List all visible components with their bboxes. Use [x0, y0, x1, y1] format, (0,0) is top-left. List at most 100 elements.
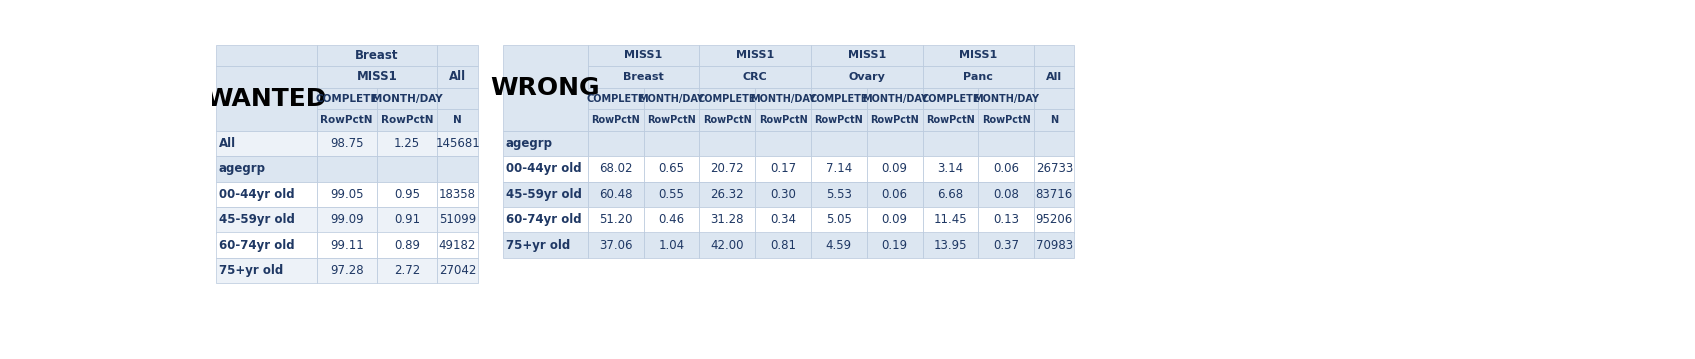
Text: RowPctN: RowPctN	[759, 115, 807, 125]
Bar	[700, 131, 756, 156]
Text: COMPLETE: COMPLETE	[810, 94, 868, 103]
Text: COMPLETE: COMPLETE	[586, 94, 644, 103]
Bar	[644, 233, 700, 258]
Text: MONTH/DAY: MONTH/DAY	[639, 94, 705, 103]
Text: WANTED: WANTED	[205, 87, 327, 111]
Text: 60-74yr old: 60-74yr old	[505, 213, 581, 226]
Bar	[700, 156, 756, 182]
Bar	[978, 156, 1034, 182]
Bar	[978, 131, 1034, 156]
Bar	[376, 233, 437, 258]
Bar	[922, 207, 978, 233]
Bar	[376, 88, 437, 109]
Text: MISS1: MISS1	[736, 50, 775, 60]
Bar	[700, 207, 756, 233]
Bar	[502, 207, 588, 233]
Text: 3.14: 3.14	[937, 163, 963, 176]
Text: 26733: 26733	[1036, 163, 1073, 176]
Text: 0.09: 0.09	[881, 213, 907, 226]
Bar	[1034, 207, 1075, 233]
Bar	[922, 182, 978, 207]
Text: COMPLETE: COMPLETE	[698, 94, 756, 103]
Bar	[700, 233, 756, 258]
Bar	[1034, 66, 1075, 88]
Bar	[317, 109, 376, 131]
Bar	[317, 207, 376, 233]
Bar	[978, 88, 1034, 109]
Text: 51.20: 51.20	[598, 213, 632, 226]
Bar	[317, 258, 376, 283]
Bar	[810, 109, 866, 131]
Bar	[866, 207, 922, 233]
Text: 1.04: 1.04	[658, 239, 685, 252]
Bar	[317, 182, 376, 207]
Text: 5.53: 5.53	[825, 188, 853, 201]
Text: 0.19: 0.19	[881, 239, 909, 252]
Text: 0.06: 0.06	[881, 188, 907, 201]
Text: 0.34: 0.34	[770, 213, 797, 226]
Text: MISS1: MISS1	[848, 50, 886, 60]
Text: 45-59yr old: 45-59yr old	[505, 188, 581, 201]
Bar	[588, 88, 644, 109]
Bar	[866, 156, 922, 182]
Bar	[700, 182, 756, 207]
Text: 0.46: 0.46	[658, 213, 685, 226]
Text: 26.32: 26.32	[710, 188, 744, 201]
Bar	[866, 182, 922, 207]
Bar	[437, 182, 478, 207]
Text: 49182: 49182	[439, 239, 476, 252]
Bar	[810, 233, 866, 258]
Bar	[700, 88, 756, 109]
Bar	[810, 156, 866, 182]
Bar	[756, 233, 810, 258]
Bar	[437, 258, 478, 283]
Bar	[756, 182, 810, 207]
Text: 83716: 83716	[1036, 188, 1073, 201]
Text: 99.05: 99.05	[331, 188, 363, 201]
Bar	[376, 258, 437, 283]
Bar	[588, 109, 644, 131]
Text: Breast: Breast	[356, 49, 398, 62]
Text: 6.68: 6.68	[937, 188, 963, 201]
Bar	[376, 131, 437, 156]
Text: MONTH/DAY: MONTH/DAY	[973, 94, 1039, 103]
Text: 18358: 18358	[439, 188, 476, 201]
Text: 2.72: 2.72	[393, 264, 420, 277]
Text: MONTH/DAY: MONTH/DAY	[861, 94, 927, 103]
Text: CRC: CRC	[742, 72, 768, 82]
Text: MISS1: MISS1	[624, 50, 663, 60]
Bar	[215, 182, 317, 207]
Bar	[810, 207, 866, 233]
Text: 97.28: 97.28	[331, 264, 363, 277]
Text: 7.14: 7.14	[825, 163, 853, 176]
Bar	[215, 131, 317, 156]
Bar	[978, 207, 1034, 233]
Bar	[317, 88, 376, 109]
Text: agegrp: agegrp	[219, 163, 266, 176]
Bar	[644, 156, 700, 182]
Bar	[317, 233, 376, 258]
Text: 60-74yr old: 60-74yr old	[219, 239, 295, 252]
Bar	[215, 156, 317, 182]
Text: 60.48: 60.48	[598, 188, 632, 201]
Text: 75+yr old: 75+yr old	[219, 264, 283, 277]
Bar	[644, 182, 700, 207]
Bar	[437, 88, 478, 109]
Bar	[756, 156, 810, 182]
Bar	[215, 45, 317, 66]
Bar	[1034, 88, 1075, 109]
Bar	[922, 45, 1034, 66]
Bar	[588, 156, 644, 182]
Bar	[866, 109, 922, 131]
Bar	[437, 233, 478, 258]
Bar	[1034, 182, 1075, 207]
Text: 27042: 27042	[439, 264, 476, 277]
Text: 0.37: 0.37	[993, 239, 1019, 252]
Text: 0.06: 0.06	[993, 163, 1019, 176]
Text: RowPctN: RowPctN	[981, 115, 1031, 125]
Bar	[1034, 131, 1075, 156]
Text: RowPctN: RowPctN	[592, 115, 641, 125]
Bar	[437, 131, 478, 156]
Text: N: N	[453, 115, 463, 125]
Text: RowPctN: RowPctN	[703, 115, 751, 125]
